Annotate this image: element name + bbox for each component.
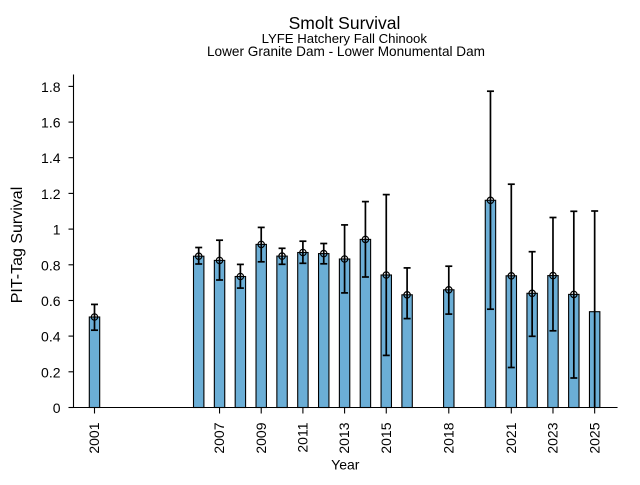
svg-text:1.6: 1.6 [41, 115, 61, 131]
svg-text:Lower Granite Dam - Lower Monu: Lower Granite Dam - Lower Monumental Dam [207, 44, 485, 59]
svg-text:2011: 2011 [295, 422, 311, 452]
svg-text:PIT-Tag Survival: PIT-Tag Survival [9, 187, 26, 303]
svg-text:2013: 2013 [336, 422, 352, 453]
svg-text:0.6: 0.6 [41, 293, 61, 309]
svg-text:1.8: 1.8 [41, 79, 61, 95]
svg-text:2015: 2015 [378, 422, 394, 453]
svg-text:2009: 2009 [253, 422, 269, 453]
svg-text:0: 0 [53, 400, 61, 416]
svg-text:LYFE Hatchery Fall Chinook: LYFE Hatchery Fall Chinook [262, 31, 428, 46]
svg-text:1: 1 [53, 222, 61, 238]
svg-text:2007: 2007 [211, 422, 227, 453]
svg-text:2023: 2023 [545, 422, 561, 453]
svg-text:0.8: 0.8 [41, 257, 61, 273]
svg-text:Year: Year [331, 456, 360, 472]
svg-text:1.2: 1.2 [41, 186, 61, 202]
svg-text:2001: 2001 [86, 422, 102, 453]
svg-text:1.4: 1.4 [41, 150, 61, 166]
svg-text:Smolt Survival: Smolt Survival [289, 13, 401, 33]
svg-text:2021: 2021 [503, 422, 519, 453]
svg-text:0.2: 0.2 [41, 364, 61, 380]
svg-text:2018: 2018 [440, 422, 456, 453]
svg-text:0.4: 0.4 [41, 329, 61, 345]
svg-text:2025: 2025 [586, 422, 602, 453]
